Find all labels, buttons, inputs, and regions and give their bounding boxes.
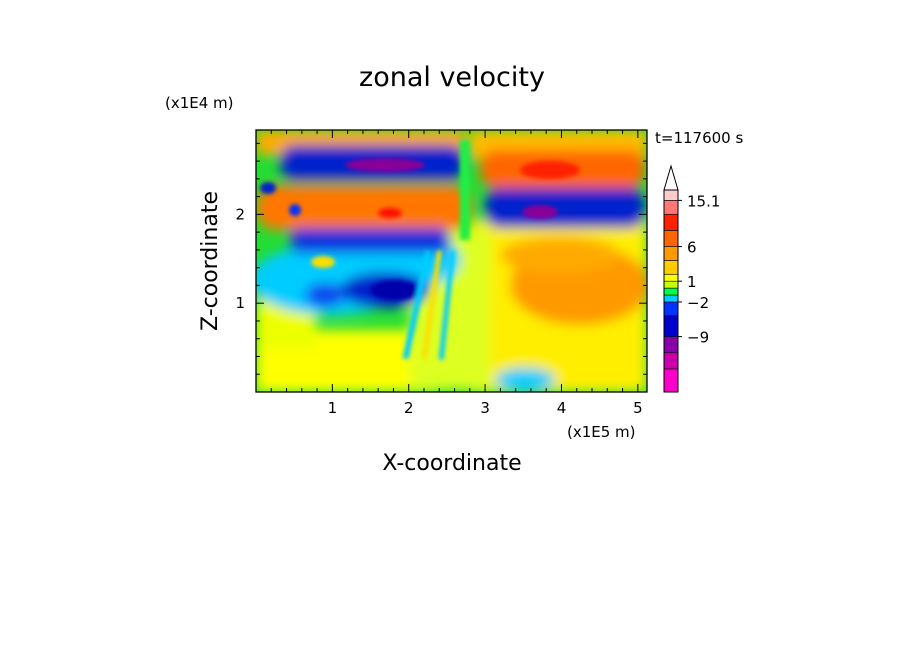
field-streak-4 [460,140,470,240]
contour-field [256,130,647,392]
colorbar-segment [663,294,679,303]
plot-frame [255,129,648,393]
x-tick-label: 3 [480,399,490,417]
field-core-purple-1 [345,158,425,172]
colorbar-segment [663,273,679,282]
field-mid-neg-band [290,228,450,253]
y-tick-label: 2 [235,205,245,223]
field-right-neg-band [485,188,645,228]
field-upper-pos-band [256,185,471,230]
colorbar-segment [663,315,679,337]
field-bottom-cyan [495,368,555,392]
field-right-orange-2 [500,237,620,273]
field-left-neg-blob [305,283,345,307]
field-core-purple-2 [522,205,558,219]
x-tick-label: 4 [557,399,567,417]
colorbar-label: −2 [687,294,709,312]
field-core-red-2 [520,161,580,179]
y-axis-label: Z-coordinate [198,191,223,331]
field-small-blue-1 [260,182,276,194]
colorbar-segment [663,368,679,393]
colorbar: 15.1 6 1 −2 −9 [663,164,720,393]
colorbar-segment [663,200,679,215]
field-streak-3 [438,250,456,360]
x-tick-label: 1 [328,399,338,417]
colorbar-label: 6 [687,239,697,257]
colorbar-segment [663,230,679,247]
y-axis-ticks: 12 [235,142,647,375]
colorbar-extend-arrow [663,164,679,191]
colorbar-segment [663,189,679,201]
time-label: t=117600 s [655,129,743,147]
colorbar-segment [663,246,679,261]
colorbar-segment [663,301,679,317]
x-axis-ticks: 1 2 3 4 5 [270,130,643,417]
y-unit-label: (x1E4 m) [165,94,234,112]
chart-title: zonal velocity [359,62,545,93]
colorbar-segment [663,260,679,275]
colorbar-label: −9 [687,329,709,347]
field-streak-2 [421,250,442,360]
field-core-red-1 [378,208,402,218]
y-tick-label: 1 [235,294,245,312]
field-left-yellow-blob [311,256,335,268]
x-unit-label: (x1E5 m) [567,423,636,441]
colorbar-segment [663,287,679,296]
colorbar-label: 1 [687,273,697,291]
colorbar-label: 15.1 [687,192,720,210]
x-tick-label: 5 [633,399,643,417]
colorbar-segment [663,336,679,354]
colorbar-segment [663,352,679,370]
field-small-blue-2 [289,204,301,216]
field-streak-1 [402,250,432,360]
colorbar-segment [663,280,679,289]
x-tick-label: 2 [404,399,414,417]
field-core-dark-1 [370,280,420,300]
x-axis-label: X-coordinate [382,451,521,476]
colorbar-frame [663,189,679,393]
colorbar-segment [663,213,679,231]
